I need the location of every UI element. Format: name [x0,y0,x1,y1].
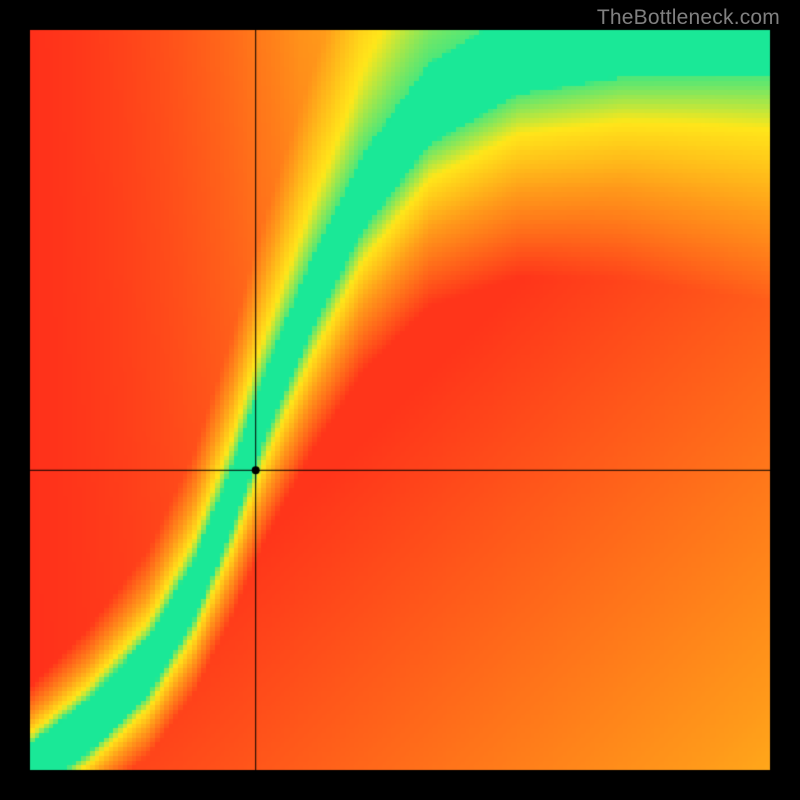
chart-container: TheBottleneck.com [0,0,800,800]
bottleneck-heatmap [0,0,800,800]
watermark-text: TheBottleneck.com [597,6,780,30]
